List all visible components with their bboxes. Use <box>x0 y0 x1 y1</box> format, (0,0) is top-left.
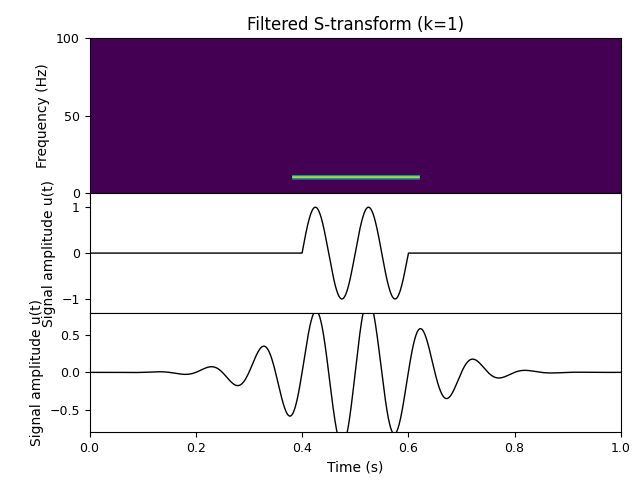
Y-axis label: Frequency (Hz): Frequency (Hz) <box>36 63 51 168</box>
X-axis label: Time (s): Time (s) <box>327 460 383 474</box>
Y-axis label: Signal amplitude u(t): Signal amplitude u(t) <box>42 180 56 326</box>
Title: Filtered S-transform (k=1): Filtered S-transform (k=1) <box>246 16 464 34</box>
Text: Inverse transform after Schimmel & Gallart (2005): Inverse transform after Schimmel & Galla… <box>180 206 531 220</box>
Y-axis label: Signal amplitude u(t): Signal amplitude u(t) <box>30 299 44 446</box>
Text: Conventional inverse S-transform: Conventional inverse S-transform <box>234 322 476 336</box>
